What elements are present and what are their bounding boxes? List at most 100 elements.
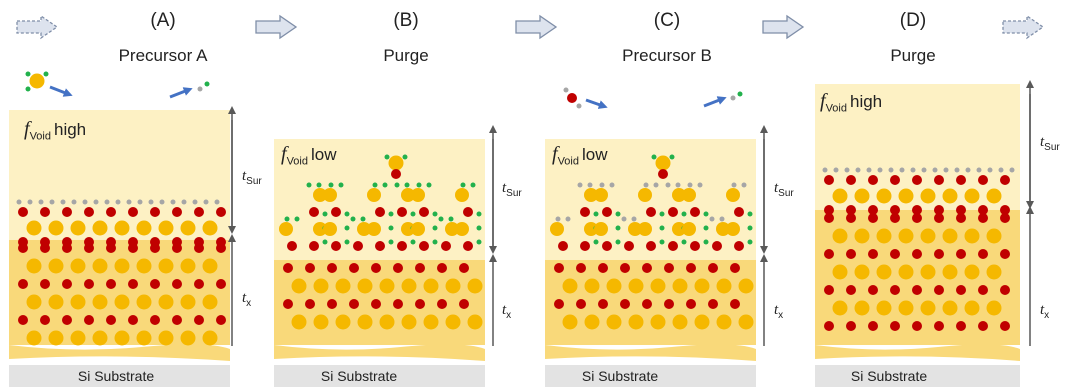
surface-ligand bbox=[410, 239, 416, 245]
metal-atom bbox=[158, 258, 174, 274]
flow-arrow-end bbox=[1002, 14, 1045, 40]
metal-atom bbox=[92, 330, 108, 346]
oxygen-atom bbox=[309, 207, 319, 217]
metal-atom bbox=[401, 278, 417, 294]
metal-atom bbox=[672, 188, 686, 202]
surface-hydrogen bbox=[998, 167, 1004, 173]
oxygen-atom bbox=[868, 249, 878, 259]
surface-hydrogen bbox=[126, 199, 132, 205]
surface-ligand bbox=[460, 182, 466, 188]
surface-ligand bbox=[476, 211, 482, 217]
surface-ligand bbox=[665, 182, 671, 188]
panel-d-t-sur-label: tSur bbox=[1040, 134, 1060, 153]
oxygen-atom bbox=[287, 241, 297, 251]
oxygen-atom bbox=[62, 279, 72, 289]
metal-atom bbox=[26, 258, 42, 274]
surface-hydrogen bbox=[932, 167, 938, 173]
surface-ligand bbox=[394, 182, 400, 188]
metal-atom bbox=[313, 278, 329, 294]
metal-atom bbox=[92, 294, 108, 310]
metal-atom bbox=[964, 188, 980, 204]
oxygen-atom bbox=[846, 285, 856, 295]
metal-atom bbox=[716, 314, 732, 330]
metal-atom bbox=[136, 294, 152, 310]
surface-hydrogen bbox=[82, 199, 88, 205]
metal-atom bbox=[48, 330, 64, 346]
oxygen-atom bbox=[371, 299, 381, 309]
oxygen-atom bbox=[331, 241, 341, 251]
panel-d-substrate-label: Si Substrate bbox=[850, 368, 928, 384]
oxygen-atom bbox=[283, 299, 293, 309]
metal-atom bbox=[423, 278, 439, 294]
surface-atoms bbox=[279, 154, 482, 251]
oxygen-atom bbox=[194, 315, 204, 325]
surface-hydrogen bbox=[170, 199, 176, 205]
surface-ligand bbox=[294, 216, 300, 222]
surface-ligand bbox=[703, 239, 709, 245]
oxygen-atom bbox=[912, 249, 922, 259]
oxygen-atom bbox=[18, 279, 28, 289]
precursor-molecules bbox=[25, 71, 743, 109]
metal-atom bbox=[832, 228, 848, 244]
oxygen-atom bbox=[1000, 321, 1010, 331]
surface-hydrogen bbox=[943, 167, 949, 173]
metal-atom bbox=[323, 188, 337, 202]
surface-ligand bbox=[609, 182, 615, 188]
oxygen-atom bbox=[824, 205, 834, 215]
surface-hydrogen bbox=[866, 167, 872, 173]
metal-atom bbox=[158, 294, 174, 310]
surface-ligand bbox=[384, 154, 390, 160]
oxygen-atom bbox=[128, 207, 138, 217]
metal-atom bbox=[550, 222, 564, 236]
metal-atom bbox=[357, 314, 373, 330]
surface-ligand bbox=[643, 182, 649, 188]
oxygen-atom bbox=[371, 263, 381, 273]
byproduct-motion-arrow bbox=[169, 87, 193, 99]
metal-atom bbox=[158, 220, 174, 236]
metal-atom bbox=[898, 188, 914, 204]
oxygen-atom bbox=[912, 175, 922, 185]
surface-atoms bbox=[16, 199, 226, 247]
metal-atom bbox=[26, 330, 42, 346]
surface-hydrogen bbox=[976, 167, 982, 173]
metal-atom bbox=[379, 314, 395, 330]
oxygen-atom bbox=[846, 205, 856, 215]
metal-atom bbox=[594, 222, 608, 236]
surface-ligand bbox=[565, 216, 571, 222]
oxygen-atom bbox=[868, 175, 878, 185]
surface-ligand bbox=[426, 182, 432, 188]
metal-atom bbox=[136, 258, 152, 274]
oxygen-atom bbox=[978, 249, 988, 259]
metal-atom bbox=[920, 188, 936, 204]
oxygen-atom bbox=[554, 299, 564, 309]
surface-ligand bbox=[306, 182, 312, 188]
metal-atom bbox=[876, 188, 892, 204]
surface-hydrogen bbox=[203, 199, 209, 205]
metal-atom bbox=[48, 294, 64, 310]
oxygen-atom bbox=[393, 299, 403, 309]
oxygen-atom bbox=[668, 207, 678, 217]
oxygen-atom bbox=[620, 263, 630, 273]
oxygen-atom bbox=[375, 241, 385, 251]
oxygen-atom bbox=[978, 205, 988, 215]
metal-atom bbox=[986, 264, 1002, 280]
oxygen-atom bbox=[172, 237, 182, 247]
metal-atom bbox=[291, 314, 307, 330]
surface-hydrogen bbox=[899, 167, 905, 173]
metal-atom bbox=[445, 278, 461, 294]
oxygen-atom bbox=[393, 263, 403, 273]
oxygen-atom bbox=[912, 205, 922, 215]
metal-atom bbox=[70, 330, 86, 346]
metal-atom bbox=[70, 258, 86, 274]
byproduct-ligand bbox=[737, 91, 743, 97]
oxygen-atom bbox=[824, 213, 834, 223]
oxygen-atom bbox=[956, 205, 966, 215]
panel-c bbox=[545, 125, 768, 387]
oxygen-atom bbox=[912, 285, 922, 295]
metal-atom bbox=[455, 222, 469, 236]
surface-ligand bbox=[697, 182, 703, 188]
oxygen-atom bbox=[890, 321, 900, 331]
oxygen-atom bbox=[734, 207, 744, 217]
surface-ligand bbox=[328, 182, 334, 188]
metal-atom bbox=[854, 228, 870, 244]
